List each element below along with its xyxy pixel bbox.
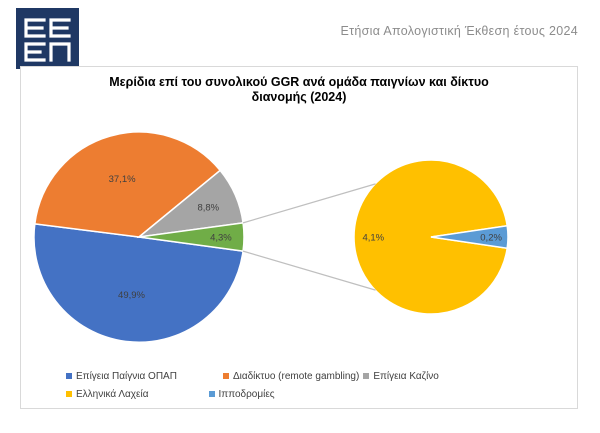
slice-lottery [353, 159, 509, 315]
legend-swatch [208, 391, 215, 397]
data-label: 4,1% [362, 233, 384, 244]
report-title: Ετήσια Απολογιστική Έκθεση έτους 2024 [340, 24, 578, 38]
data-label: 37,1% [109, 174, 136, 185]
legend-item-horse-racing: Ιπποδρομίες [208, 388, 275, 400]
chart-legend: Επίγεια Παίγνια ΟΠΑΠ Διαδίκτυο (remote g… [66, 367, 546, 403]
legend-label: Διαδίκτυο (remote gambling) [232, 370, 360, 382]
company-logo [16, 8, 79, 69]
legend-label: Επίγεια Καζίνο [373, 370, 439, 382]
legend-label: Ιπποδρομίες [218, 388, 275, 400]
connector-line-bottom [242, 250, 376, 291]
legend-item-remote: Διαδίκτυο (remote gambling) [222, 370, 360, 382]
chart-area: Μερίδια επί του συνολικού GGR ανά ομάδα … [20, 66, 578, 409]
legend-swatch [222, 373, 229, 379]
legend-swatch [66, 373, 72, 379]
legend-row: Επίγεια Παίγνια ΟΠΑΠ Διαδίκτυο (remote g… [66, 367, 546, 385]
connector-line-top [242, 183, 376, 224]
data-label: 4,3% [210, 233, 232, 244]
data-label: 49,9% [118, 290, 145, 301]
legend-swatch [66, 391, 72, 397]
legend-item-lottery: Ελληνικά Λαχεία [66, 389, 149, 400]
chart-title: Μερίδια επί του συνολικού GGR ανά ομάδα … [109, 75, 489, 104]
slice-horse-racing [430, 224, 509, 250]
legend-row: Ελληνικά Λαχεία Ιπποδρομίες [66, 385, 546, 403]
slice-remote-gambling [33, 131, 222, 238]
data-label: 8,8% [197, 202, 219, 213]
legend-label: Επίγεια Παίγνια ΟΠΑΠ [76, 370, 177, 382]
legend-item-opap: Επίγεια Παίγνια ΟΠΑΠ [66, 371, 177, 382]
data-label: 0,2% [480, 233, 502, 244]
pie-of-pie-chart: 49,9% 37,1% 8,8% 4,3% 4,1% 0,2% [33, 131, 509, 343]
legend-label: Ελληνικά Λαχεία [76, 388, 149, 400]
slice-opap [33, 223, 244, 343]
legend-item-casino: Επίγεια Καζίνο [363, 371, 439, 382]
legend-swatch [363, 373, 370, 379]
